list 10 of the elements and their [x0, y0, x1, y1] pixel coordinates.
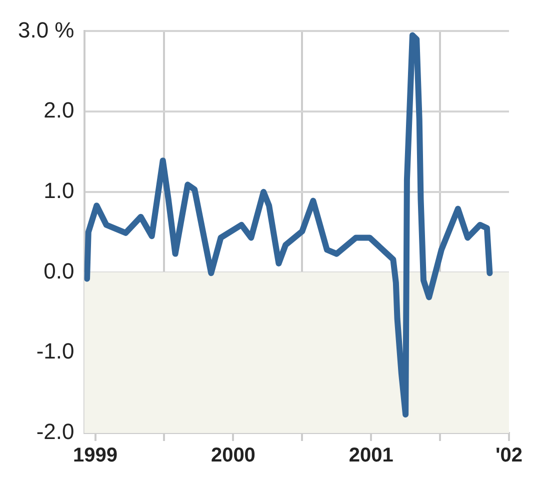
y-tick-label: 3.0 %	[18, 17, 74, 42]
x-tick-label: '02	[495, 444, 523, 467]
y-tick-label: 0.0	[44, 258, 74, 284]
y-tick-label: -2.0	[36, 419, 74, 444]
y-tick-label: 2.0	[44, 98, 74, 123]
x-tick-label: 2001	[348, 444, 394, 467]
y-tick-label: -1.0	[36, 338, 74, 364]
x-tick-label: 2000	[210, 444, 256, 467]
y-tick-label: 1.0	[44, 178, 74, 203]
x-tick-label: 1999	[73, 444, 118, 467]
